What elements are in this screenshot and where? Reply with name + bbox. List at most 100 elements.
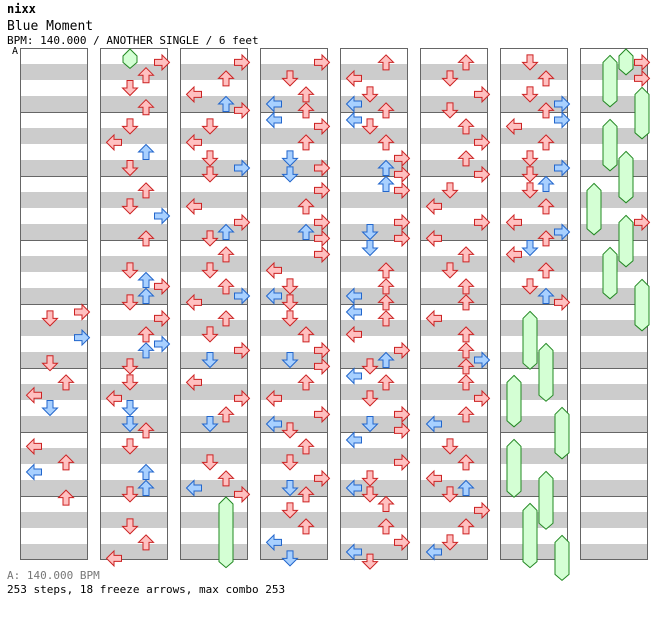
up-arrow-icon [377, 278, 395, 295]
notes-layer [265, 53, 331, 567]
right-arrow-icon [314, 53, 331, 72]
song-title: Blue Moment [7, 19, 94, 34]
beat-stripe [180, 480, 248, 496]
down-arrow-icon [521, 182, 539, 199]
down-arrow-icon [281, 278, 299, 295]
up-arrow-icon [457, 518, 475, 535]
up-arrow-icon [137, 342, 155, 359]
notes-layer [425, 54, 491, 561]
down-arrow-icon [441, 534, 459, 551]
right-arrow-icon [74, 328, 91, 347]
beat-stripe [580, 320, 648, 336]
down-arrow-icon [121, 486, 139, 503]
left-arrow-icon [345, 303, 362, 321]
up-arrow-icon [137, 463, 155, 480]
freeze-arrow [618, 48, 634, 76]
down-arrow-icon [521, 86, 539, 103]
beat-stripe [420, 256, 488, 272]
up-arrow-icon [217, 406, 235, 423]
freeze-arrow [538, 342, 554, 402]
right-arrow-icon [474, 389, 491, 408]
right-arrow-icon [394, 533, 411, 552]
right-arrow-icon [634, 213, 651, 232]
left-arrow-icon [185, 85, 202, 104]
freeze-arrow [586, 182, 602, 236]
freeze-arrow [522, 502, 538, 569]
measure-line [260, 368, 328, 369]
left-arrow-icon [345, 543, 362, 561]
measure-line [20, 496, 88, 497]
right-arrow-icon [154, 335, 171, 353]
up-arrow-icon [457, 479, 475, 496]
beat-stripe [420, 160, 488, 176]
measure-line [340, 432, 408, 433]
beat-stripe [420, 544, 488, 560]
right-arrow-icon [474, 165, 491, 184]
measure-line [20, 368, 88, 369]
up-arrow-icon [137, 230, 155, 247]
left-arrow-icon [265, 533, 282, 552]
freeze-arrow [602, 246, 618, 300]
up-arrow-icon [537, 230, 555, 247]
measure-line [260, 496, 328, 497]
left-arrow-icon [425, 309, 442, 328]
freeze-arrow [122, 48, 138, 70]
down-arrow-icon [121, 358, 139, 375]
measure-line [500, 432, 568, 433]
beat-stripe [340, 384, 408, 400]
left-arrow-icon [505, 245, 522, 264]
down-arrow-icon [521, 240, 539, 257]
left-arrow-icon [25, 437, 42, 456]
notes-layer [505, 54, 571, 582]
down-arrow-icon [121, 438, 139, 455]
left-arrow-icon [185, 373, 202, 392]
down-arrow-icon [441, 102, 459, 119]
up-arrow-icon [297, 326, 315, 343]
measure-line [100, 112, 168, 113]
left-arrow-icon [185, 197, 202, 216]
left-arrow-icon [345, 325, 362, 344]
up-arrow-icon [377, 159, 395, 176]
beat-stripe [20, 512, 88, 528]
notes-layer [586, 48, 651, 332]
artist-name: nixx [7, 2, 36, 16]
up-arrow-icon [537, 262, 555, 279]
up-arrow-icon [537, 198, 555, 215]
right-arrow-icon [234, 287, 251, 305]
down-arrow-icon [281, 502, 299, 519]
down-arrow-icon [361, 390, 379, 407]
right-arrow-icon [314, 245, 331, 264]
notes-layer [185, 53, 251, 569]
right-arrow-icon [474, 501, 491, 520]
stats-line: 253 steps, 18 freeze arrows, max combo 2… [7, 583, 286, 596]
beat-stripe [180, 320, 248, 336]
up-arrow-icon [297, 518, 315, 535]
down-arrow-icon [281, 352, 299, 369]
down-arrow-icon [441, 486, 459, 503]
measure-line [20, 432, 88, 433]
beat-stripe [260, 448, 328, 464]
beat-stripe [20, 480, 88, 496]
left-arrow-icon [105, 549, 122, 568]
chart-column-8 [580, 48, 651, 560]
down-arrow-icon [41, 400, 59, 417]
column-frame [180, 48, 248, 560]
left-arrow-icon [425, 543, 442, 561]
measure-line [420, 368, 488, 369]
down-arrow-icon [281, 422, 299, 439]
freeze-arrow [618, 214, 634, 268]
chart-column-3 [180, 48, 251, 569]
up-arrow-icon [137, 182, 155, 199]
down-arrow-icon [361, 416, 379, 433]
down-arrow-icon [201, 230, 219, 247]
left-arrow-icon [25, 463, 42, 481]
right-arrow-icon [154, 277, 171, 296]
down-arrow-icon [201, 416, 219, 433]
up-arrow-icon [57, 489, 75, 506]
down-arrow-icon [361, 358, 379, 375]
up-arrow-icon [137, 143, 155, 160]
up-arrow-icon [297, 438, 315, 455]
up-arrow-icon [377, 262, 395, 279]
down-arrow-icon [281, 150, 299, 167]
right-arrow-icon [234, 389, 251, 408]
